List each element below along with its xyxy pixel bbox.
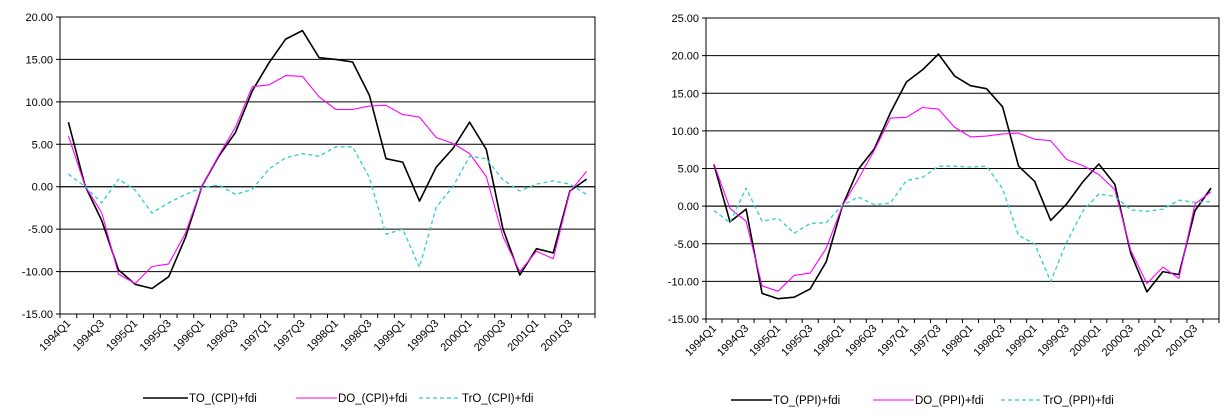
plot-area-border [59, 16, 596, 315]
x-tick-label: 2001Q1 [1132, 323, 1168, 359]
x-axis: 1994Q11994Q31995Q11995Q31996Q11996Q31997… [683, 319, 1220, 359]
y-tick-label: 20.00 [25, 12, 53, 24]
series-line-DO_(CPI)+fdi [67, 75, 588, 285]
x-tick-label: 1995Q3 [779, 323, 815, 359]
y-tick-label: -10.00 [22, 267, 53, 279]
x-tick-label: 1997Q3 [271, 318, 307, 354]
y-tick-label: 0.00 [32, 182, 53, 194]
x-tick-label: 1995Q1 [747, 323, 783, 359]
x-tick-label: 1995Q3 [138, 318, 174, 354]
x-tick-label: 2001Q1 [505, 318, 541, 354]
series-line-TrO_(PPI)+fdi [713, 165, 1212, 283]
x-tick-label: 1994Q3 [715, 323, 751, 359]
x-tick-label: 1996Q1 [811, 323, 847, 359]
y-tick-label: -10.00 [668, 276, 699, 288]
y-tick-label: -5.00 [674, 239, 699, 251]
legend-label: TrO_(CPI)+fdi [462, 393, 533, 405]
x-tick-label: 2001Q3 [539, 318, 575, 354]
y-tick-label: -15.00 [22, 309, 53, 321]
y-tick-label: 0.00 [678, 201, 699, 213]
x-tick-label: 2000Q3 [1100, 323, 1136, 359]
legend-label: TrO_(PPI)+fdi [1043, 395, 1114, 407]
legend: TO_(PPI)+fdi DO_(PPI)+fdi TrO_(PPI)+fdi [731, 395, 1114, 407]
x-tick-label: 1994Q1 [37, 318, 73, 354]
x-tick-label: 1999Q3 [405, 318, 441, 354]
legend-label: TO_(PPI)+fdi [773, 395, 840, 407]
y-tick-label: 25.00 [671, 13, 699, 25]
x-tick-label: 1996Q3 [843, 323, 879, 359]
y-tick-label: 20.00 [671, 51, 699, 63]
series-line-TO_(CPI)+fdi [67, 29, 588, 290]
x-tick-label: 1995Q1 [104, 318, 140, 354]
y-tick-label: 5.00 [678, 164, 699, 176]
x-tick-label: 1997Q3 [907, 323, 943, 359]
x-tick-label: 1994Q1 [683, 323, 719, 359]
x-tick-label: 1998Q1 [305, 318, 341, 354]
x-tick-label: 2000Q3 [472, 318, 508, 354]
legend-label: DO_(PPI)+fdi [915, 395, 984, 407]
y-tick-label: 15.00 [25, 54, 53, 66]
y-tick-label: 5.00 [32, 139, 53, 151]
legend-label: DO_(CPI)+fdi [338, 393, 407, 405]
x-tick-label: 1999Q1 [1004, 323, 1040, 359]
x-tick-label: 1997Q1 [875, 323, 911, 359]
y-tick-label: -15.00 [668, 314, 699, 326]
x-tick-label: 1994Q3 [71, 318, 107, 354]
x-tick-label: 2000Q1 [1068, 323, 1104, 359]
x-tick-label: 1996Q3 [204, 318, 240, 354]
y-tick-label: 10.00 [25, 97, 53, 109]
chart-ppi: 25.00 20.00 15.00 10.00 5.00 0.00 -5.00 -10.00 -… [668, 13, 1220, 407]
y-tick-label: -5.00 [28, 224, 53, 236]
legend: TO_(CPI)+fdi DO_(CPI)+fdi TrO_(CPI)+fdi [143, 393, 533, 405]
x-tick-label: 1998Q3 [972, 323, 1008, 359]
x-tick-label: 2000Q1 [439, 318, 475, 354]
x-axis: 1994Q11994Q31995Q11995Q31996Q11996Q31997… [37, 314, 596, 354]
legend-label: TO_(CPI)+fdi [189, 393, 257, 405]
gridlines [706, 55, 1219, 282]
gridlines [60, 58, 595, 273]
x-tick-label: 1998Q3 [338, 318, 374, 354]
x-tick-label: 2001Q3 [1164, 323, 1200, 359]
x-tick-label: 1999Q3 [1036, 323, 1072, 359]
chart-cpi: 20.00 15.00 10.00 5.00 0.00 -5.00 -10.00 -15.00… [22, 12, 596, 405]
y-tick-label: 10.00 [671, 126, 699, 138]
y-axis: 25.00 20.00 15.00 10.00 5.00 0.00 -5.00 -10.00 -… [668, 13, 706, 326]
x-tick-label: 1996Q1 [171, 318, 207, 354]
x-tick-label: 1997Q1 [238, 318, 274, 354]
series-line-DO_(PPI)+fdi [713, 106, 1212, 292]
x-tick-label: 1998Q1 [939, 323, 975, 359]
y-axis: 20.00 15.00 10.00 5.00 0.00 -5.00 -10.00 -15.00 [22, 12, 60, 321]
y-tick-label: 15.00 [671, 88, 699, 100]
x-tick-label: 1999Q1 [372, 318, 408, 354]
